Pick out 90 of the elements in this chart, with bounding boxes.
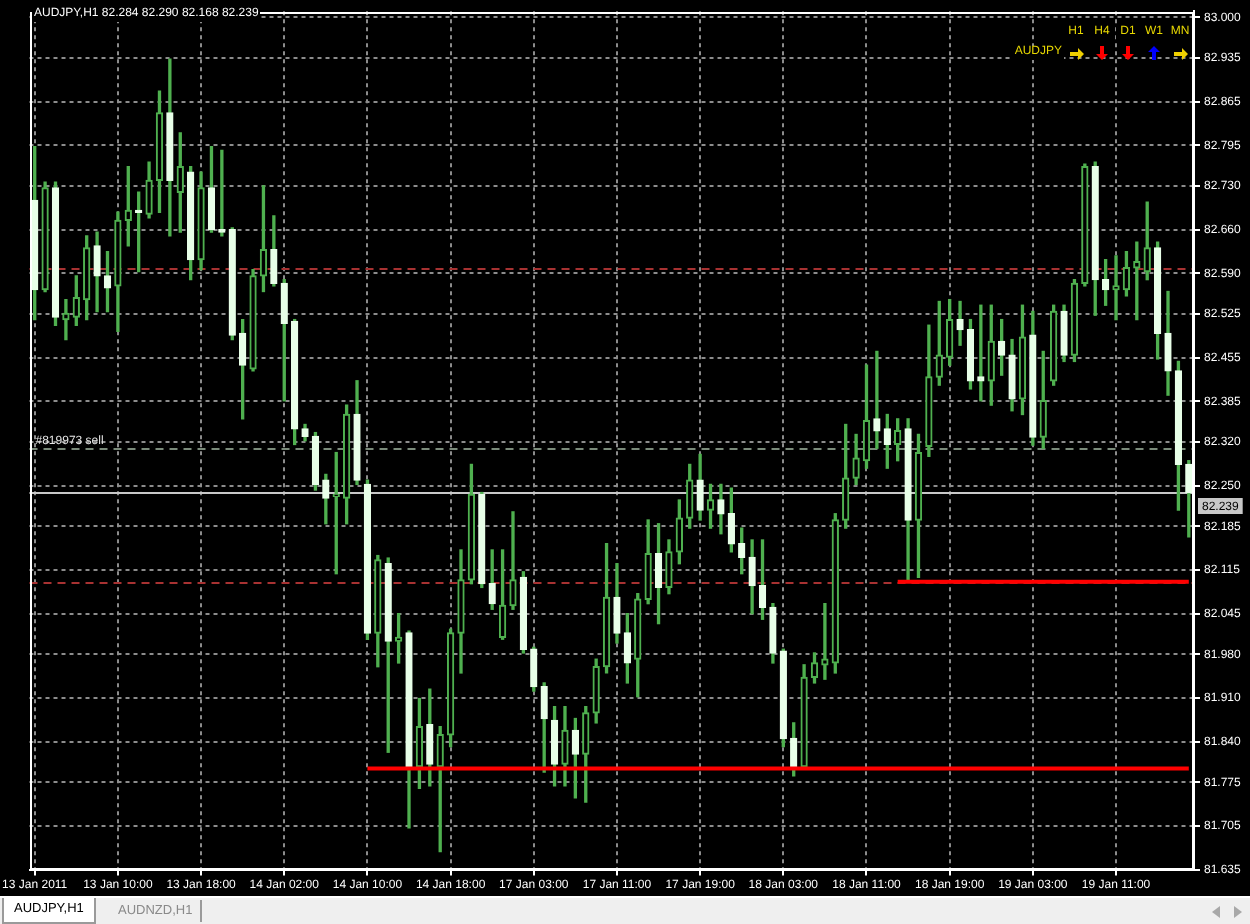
- candlestick: [550, 706, 559, 787]
- candlestick: [779, 648, 787, 748]
- candlestick: [93, 231, 101, 313]
- candlestick: [1174, 360, 1183, 511]
- candlestick: [467, 463, 476, 585]
- candlestick: [810, 652, 819, 684]
- candlestick: [145, 161, 153, 219]
- candlestick: [363, 479, 372, 640]
- candlestick: [197, 171, 205, 271]
- candlestick: [498, 549, 507, 640]
- candlestick: [1112, 255, 1120, 321]
- candlestick: [1008, 338, 1016, 412]
- candlestick: [280, 278, 288, 402]
- candlestick: [946, 298, 954, 366]
- candlestick: [238, 318, 247, 420]
- candlestick: [1081, 163, 1089, 287]
- candlestick: [686, 463, 694, 529]
- candlestick: [800, 664, 808, 770]
- candlestick: [571, 717, 580, 799]
- candlestick: [1153, 241, 1162, 360]
- candlestick: [904, 418, 912, 581]
- candlestick: [1060, 304, 1068, 363]
- candlestick: [1070, 278, 1079, 363]
- candlestick: [446, 628, 455, 748]
- candlestick: [31, 146, 39, 321]
- candlestick: [166, 58, 174, 237]
- candlestick: [342, 404, 351, 525]
- candlestick: [592, 658, 600, 724]
- candlestick: [1091, 161, 1099, 316]
- candlestick: [654, 523, 663, 625]
- candlestick: [83, 235, 91, 321]
- candlestick: [187, 165, 195, 281]
- candlestick: [176, 132, 184, 233]
- candlestick: [842, 423, 850, 529]
- candlestick: [914, 433, 923, 579]
- candlestick: [374, 554, 382, 668]
- candlestick: [353, 380, 361, 486]
- candlestick: [873, 350, 881, 449]
- candlestick: [415, 697, 424, 790]
- candlestick: [405, 630, 413, 829]
- candlestick: [155, 90, 164, 213]
- candlestick: [540, 682, 548, 773]
- candlestick: [956, 300, 964, 346]
- candlestick: [561, 706, 569, 787]
- candlestick: [1039, 350, 1047, 449]
- candlestick: [290, 318, 299, 446]
- candlestick: [717, 483, 725, 535]
- candlestick: [665, 539, 673, 595]
- candlestick: [831, 513, 839, 674]
- candlestick: [384, 557, 392, 753]
- candlestick: [769, 602, 777, 664]
- candlestick: [862, 364, 871, 469]
- candlestick: [72, 275, 80, 326]
- candlestick: [51, 181, 60, 326]
- candlestick: [218, 149, 226, 237]
- candlestick: [436, 725, 444, 853]
- candlestick: [426, 688, 434, 787]
- candlestick: [634, 593, 642, 698]
- candlestick: [322, 473, 330, 525]
- candlestick: [1018, 304, 1027, 416]
- candlestick: [103, 250, 112, 313]
- candlestick: [478, 491, 486, 589]
- candlestick: [1049, 304, 1058, 386]
- candlestick: [509, 511, 517, 610]
- candlestick: [852, 433, 860, 486]
- candlestick: [41, 181, 49, 293]
- candlestick: [977, 304, 985, 402]
- candlestick: [228, 227, 236, 341]
- candlestick: [259, 185, 268, 293]
- candlestick: [883, 413, 891, 469]
- candlestick: [207, 146, 216, 233]
- candlestick: [582, 706, 590, 803]
- candlestick: [1164, 290, 1172, 396]
- candlestick: [114, 211, 122, 333]
- candlestick: [1143, 201, 1151, 281]
- candlestick: [675, 499, 683, 565]
- candlestick: [748, 539, 756, 615]
- candlestick: [925, 324, 933, 457]
- candlestick: [457, 549, 465, 674]
- candlestick: [696, 453, 704, 521]
- candlestick: [644, 519, 652, 605]
- candlestick: [1029, 310, 1037, 446]
- candlestick: [602, 543, 611, 674]
- candlestick: [249, 269, 257, 372]
- candlestick: [62, 298, 70, 341]
- candlestick: [301, 423, 309, 442]
- candlestick: [270, 215, 278, 287]
- candlestick: [519, 571, 528, 654]
- candlestick: [613, 563, 621, 644]
- candlestick: [706, 483, 715, 529]
